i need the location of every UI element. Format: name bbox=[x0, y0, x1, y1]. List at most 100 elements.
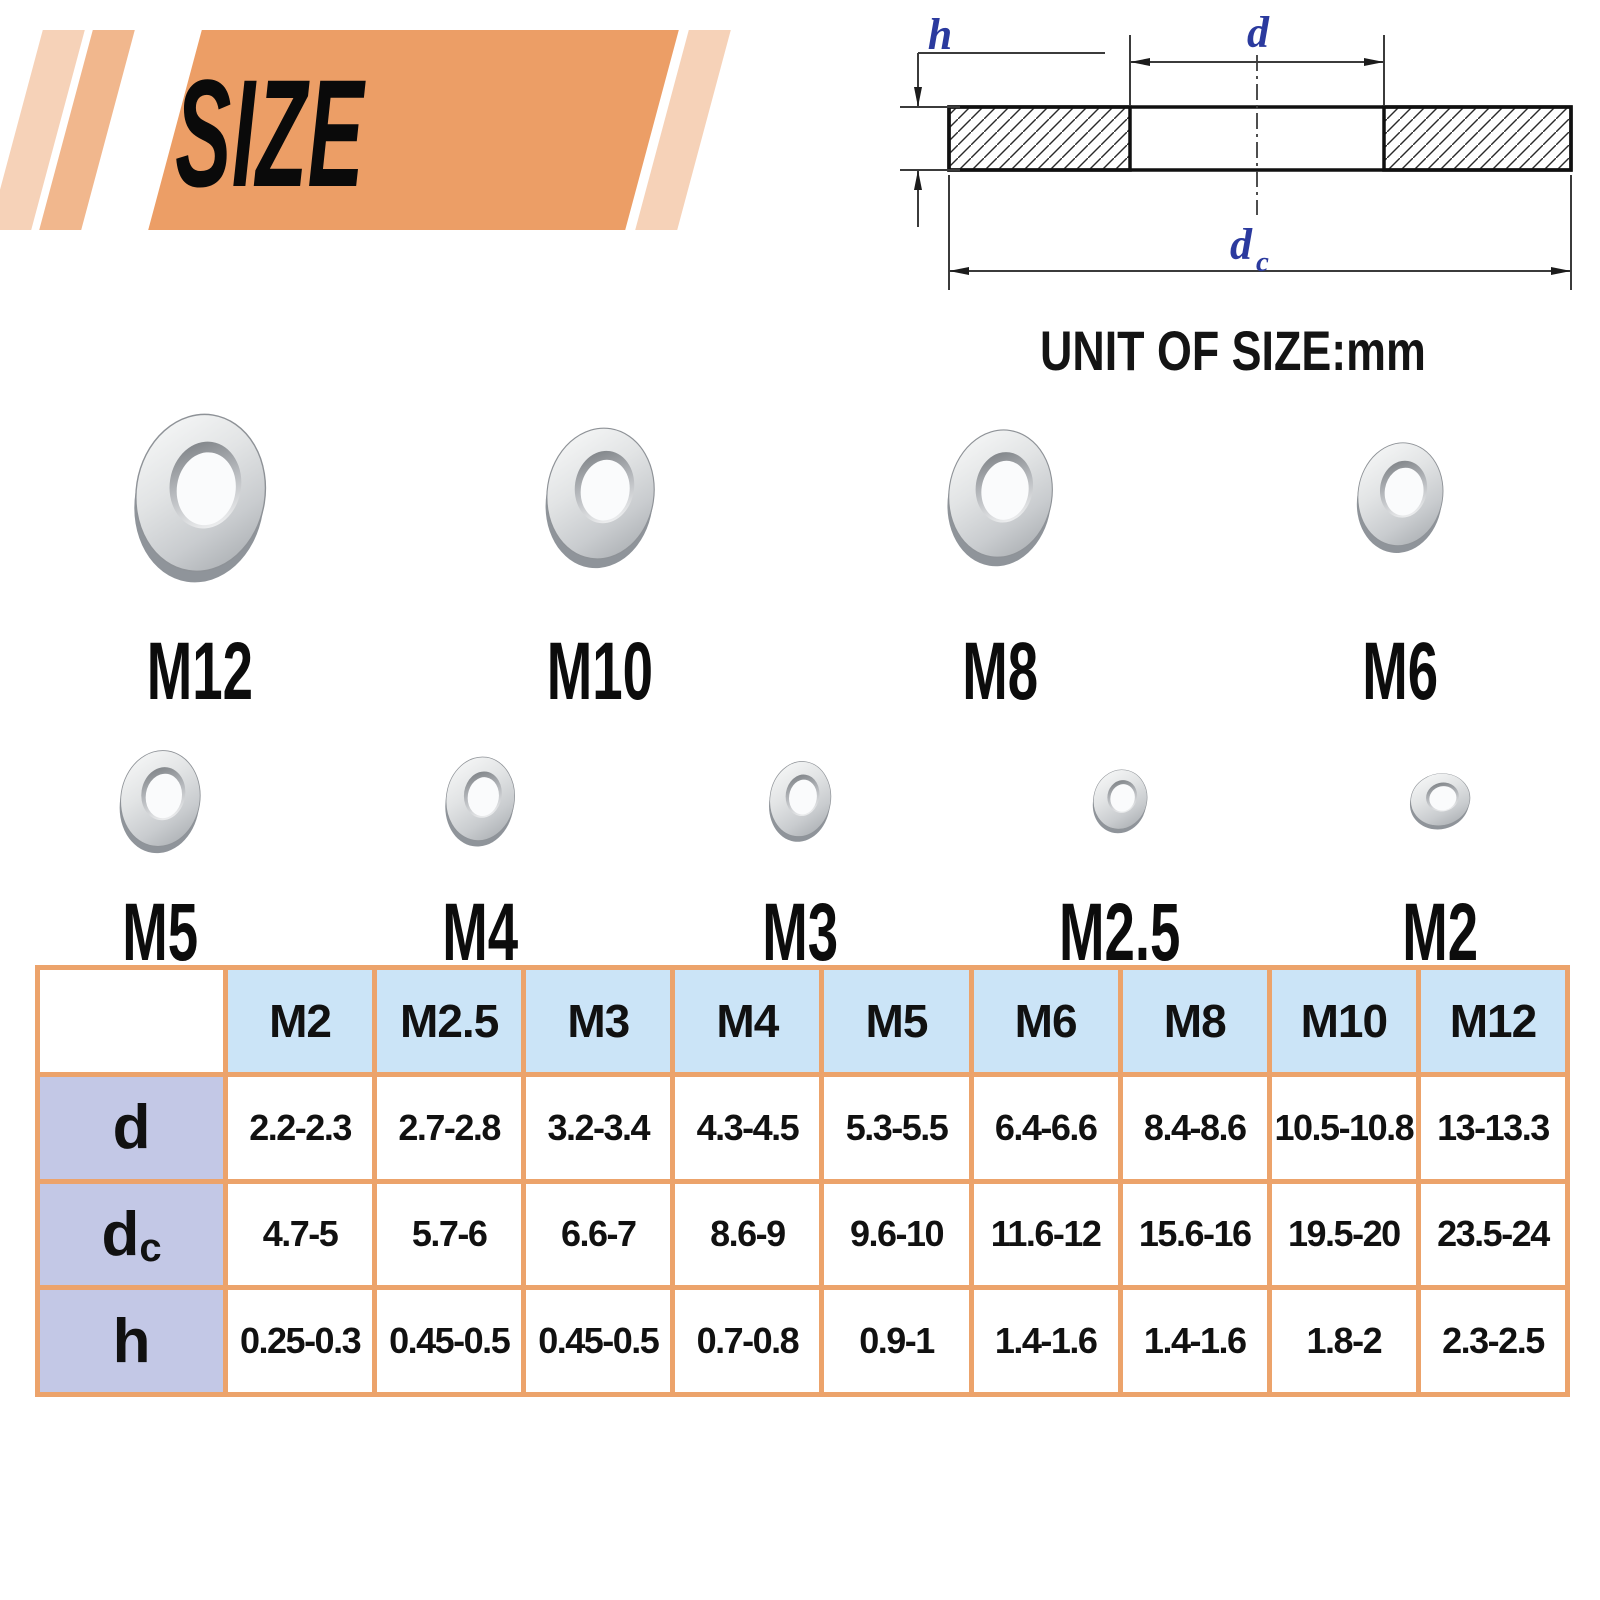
table-col-header-m4: M4 bbox=[675, 970, 820, 1072]
table-value-cell: 6.6-7 bbox=[526, 1183, 671, 1286]
washer-dimension-diagram: h d d c bbox=[880, 15, 1580, 305]
table-col-header-m2: M2 bbox=[228, 970, 373, 1072]
washer-image-box bbox=[767, 725, 833, 877]
table-value-cell: 4.7-5 bbox=[228, 1183, 373, 1286]
table-value-cell: 8.4-8.6 bbox=[1122, 1076, 1267, 1179]
washer-size-label-text: M5 bbox=[122, 885, 198, 979]
dimension-lines bbox=[900, 35, 1572, 290]
table-value-cell: 0.45-0.5 bbox=[526, 1290, 671, 1392]
washer-size-label-text: M2.5 bbox=[1059, 885, 1181, 979]
washer-cell-m2: M2 bbox=[1280, 725, 1600, 973]
unit-of-size-note: UNIT OF SIZE:mm bbox=[1040, 319, 1426, 382]
washer-photo bbox=[545, 427, 655, 569]
washer-cell-m8: M8 bbox=[800, 378, 1200, 712]
table-col-header-m12: M12 bbox=[1420, 970, 1565, 1072]
washer-photo bbox=[1356, 442, 1444, 553]
table-value-cell: 5.7-6 bbox=[377, 1183, 522, 1286]
washer-image-box bbox=[1408, 725, 1472, 877]
table-col-header-m8: M8 bbox=[1122, 970, 1267, 1072]
table-col-header-m5: M5 bbox=[824, 970, 969, 1072]
size-banner: SIZE bbox=[0, 30, 780, 230]
table-value-cell: 11.6-12 bbox=[973, 1183, 1118, 1286]
table-value-cell: 5.3-5.5 bbox=[824, 1076, 969, 1179]
table-value-cell: 1.8-2 bbox=[1271, 1290, 1416, 1392]
washer-row-large: M12 M10 M8 M6 bbox=[0, 378, 1600, 712]
washer-row-small: M5 M4 M3 M2.5 M2 bbox=[0, 725, 1600, 973]
washer-image-box bbox=[117, 725, 203, 877]
washer-cell-m6: M6 bbox=[1200, 378, 1600, 712]
dim-label-dc-subscript: c bbox=[1256, 246, 1269, 278]
washer-image-box bbox=[1354, 378, 1446, 616]
washer-image-box bbox=[1091, 725, 1149, 877]
size-table: M2 M2.5 M3 M4 M5 M6 M8 M10 M12 d 2.2-2.3 2.7-2.8 3.2… bbox=[35, 965, 1570, 1397]
washer-size-label: M3 bbox=[746, 885, 854, 979]
table-row-header-text: d bbox=[101, 1199, 140, 1269]
table-col-header-m3: M3 bbox=[526, 970, 671, 1072]
table-row-header: d bbox=[40, 1076, 223, 1179]
washer-image-box bbox=[130, 378, 270, 616]
washer-size-label: M10 bbox=[524, 624, 676, 718]
table-value-cell: 0.25-0.3 bbox=[228, 1290, 373, 1392]
table-col-header-m10: M10 bbox=[1271, 970, 1416, 1072]
washer-size-label-text: M6 bbox=[1362, 624, 1438, 718]
dimension-labels: h d d c bbox=[928, 15, 1270, 278]
washer-cell-m2-5: M2.5 bbox=[960, 725, 1280, 973]
washer-size-label-text: M8 bbox=[962, 624, 1038, 718]
page-title: SIZE bbox=[150, 56, 390, 209]
table-row-header-text: h bbox=[112, 1306, 151, 1376]
table-value-cell: 10.5-10.8 bbox=[1271, 1076, 1416, 1179]
washer-image-box bbox=[944, 378, 1056, 616]
dim-label-d: d bbox=[1247, 15, 1270, 57]
washer-size-label: M12 bbox=[124, 624, 276, 718]
table-value-cell: 23.5-24 bbox=[1420, 1183, 1565, 1286]
table-value-cell: 2.3-2.5 bbox=[1420, 1290, 1565, 1392]
table-row-header-subscript: c bbox=[139, 1225, 162, 1270]
table-row-header-text: d bbox=[112, 1093, 151, 1163]
table-value-cell: 1.4-1.6 bbox=[973, 1290, 1118, 1392]
washer-size-label: M2 bbox=[1386, 891, 1494, 973]
washer-photo bbox=[947, 429, 1053, 567]
washer-cell-m12: M12 bbox=[0, 378, 400, 712]
washer-photo bbox=[134, 413, 267, 583]
table-value-cell: 1.4-1.6 bbox=[1122, 1290, 1267, 1392]
washer-image-box bbox=[542, 378, 658, 616]
washer-cell-m5: M5 bbox=[0, 725, 320, 973]
table-value-cell: 2.7-2.8 bbox=[377, 1076, 522, 1179]
washer-size-label-text: M3 bbox=[762, 885, 838, 979]
washer-size-label-text: M4 bbox=[442, 885, 518, 979]
table-value-cell: 19.5-20 bbox=[1271, 1183, 1416, 1286]
washer-photo bbox=[769, 761, 832, 842]
table-col-header-m6: M6 bbox=[973, 970, 1118, 1072]
washer-size-label: M8 bbox=[946, 624, 1054, 718]
washer-cell-m4: M4 bbox=[320, 725, 640, 973]
table-col-header-m2-5: M2.5 bbox=[377, 970, 522, 1072]
page-title-text: SIZE bbox=[175, 46, 365, 219]
washer-size-label-text: M12 bbox=[146, 624, 254, 718]
table-row-header: h bbox=[40, 1290, 223, 1392]
washer-size-label: M4 bbox=[426, 885, 534, 979]
table-value-cell: 15.6-16 bbox=[1122, 1183, 1267, 1286]
dim-label-h: h bbox=[928, 15, 952, 59]
washer-size-label-text: M10 bbox=[546, 624, 654, 718]
table-corner-cell bbox=[40, 970, 223, 1072]
washer-cell-m3: M3 bbox=[640, 725, 960, 973]
washer-cell-m10: M10 bbox=[400, 378, 800, 712]
washer-size-label: M6 bbox=[1346, 624, 1454, 718]
dim-label-dc: d bbox=[1230, 220, 1253, 269]
table-value-cell: 3.2-3.4 bbox=[526, 1076, 671, 1179]
table-value-cell: 6.4-6.6 bbox=[973, 1076, 1118, 1179]
table-value-cell: 0.45-0.5 bbox=[377, 1290, 522, 1392]
washer-photo bbox=[1092, 769, 1148, 834]
washer-cross-section bbox=[947, 105, 1573, 172]
washer-photo bbox=[1409, 773, 1471, 830]
table-value-cell: 8.6-9 bbox=[675, 1183, 820, 1286]
table-value-cell: 2.2-2.3 bbox=[228, 1076, 373, 1179]
table-value-cell: 0.9-1 bbox=[824, 1290, 969, 1392]
washer-size-label: M2.5 bbox=[1033, 885, 1206, 979]
washer-photo bbox=[445, 756, 515, 847]
table-value-cell: 13-13.3 bbox=[1420, 1076, 1565, 1179]
table-value-cell: 0.7-0.8 bbox=[675, 1290, 820, 1392]
table-value-cell: 4.3-4.5 bbox=[675, 1076, 820, 1179]
